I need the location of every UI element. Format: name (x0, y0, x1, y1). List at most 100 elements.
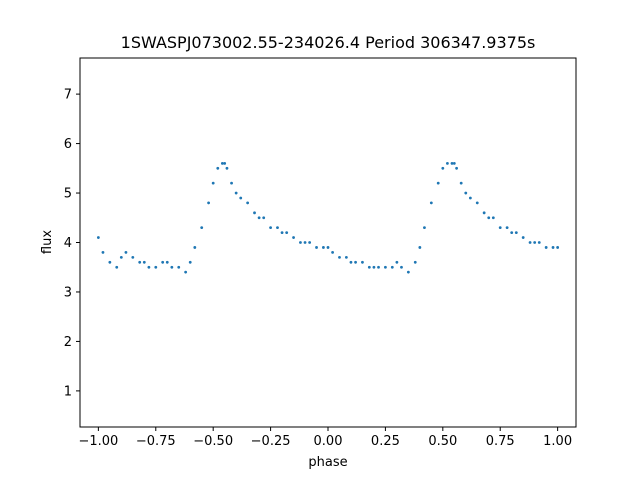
data-point (188, 260, 192, 264)
y-tick-label: 1 (64, 384, 72, 399)
data-point (246, 201, 250, 205)
data-point (96, 236, 100, 239)
data-point (299, 241, 302, 244)
data-point (468, 196, 472, 200)
data-point (216, 166, 220, 170)
data-point (423, 226, 426, 230)
data-point (101, 250, 105, 254)
data-point (464, 191, 468, 195)
data-point (418, 246, 422, 249)
data-point (280, 231, 284, 235)
x-tick-label: 0.50 (428, 434, 457, 449)
data-point (138, 260, 142, 264)
data-point (533, 241, 537, 244)
data-point (211, 181, 215, 185)
data-point (384, 265, 387, 269)
data-point (413, 260, 417, 264)
data-point (537, 241, 541, 244)
data-point (220, 161, 224, 165)
data-point (459, 181, 463, 185)
data-point (429, 201, 433, 205)
data-point (390, 265, 394, 269)
data-point (521, 236, 525, 239)
y-axis: 1 2 3 4 5 6 7 (64, 88, 80, 399)
y-tick-label: 2 (64, 335, 72, 350)
y-tick-label: 6 (64, 137, 72, 152)
data-point (436, 181, 440, 185)
y-tick-label: 5 (64, 187, 72, 202)
data-point (262, 216, 266, 220)
x-axis-label: phase (308, 455, 347, 470)
data-point (154, 265, 158, 269)
data-point (223, 161, 227, 165)
data-point (498, 226, 502, 230)
x-tick-label: −0.25 (251, 434, 291, 449)
data-point (528, 241, 532, 244)
data-point (276, 226, 279, 230)
data-point (234, 191, 238, 195)
data-point (124, 250, 128, 254)
data-point (257, 216, 261, 220)
data-point (108, 260, 112, 264)
data-point (505, 226, 509, 230)
data-point (115, 265, 119, 269)
data-point (200, 226, 204, 230)
data-point (338, 255, 341, 259)
data-point (230, 181, 233, 185)
data-point (269, 226, 272, 230)
data-point (142, 260, 146, 264)
data-point (455, 166, 458, 170)
data-point (475, 201, 479, 205)
data-point (544, 246, 548, 249)
x-axis: −1.00 −0.75 −0.50 −0.25 0.00 0.25 0.50 0.75 1.00 (78, 427, 572, 449)
data-point (292, 236, 295, 239)
data-point (487, 216, 491, 220)
data-point (491, 216, 495, 220)
data-point (119, 255, 123, 259)
data-point (556, 246, 560, 249)
x-tick-label: −0.50 (193, 434, 233, 449)
data-point (482, 211, 486, 215)
chart-title: 1SWASPJ073002.55-234026.4 Period 306347.… (121, 33, 536, 52)
data-point (450, 161, 454, 165)
data-point (315, 246, 318, 249)
data-point (377, 265, 380, 269)
data-point (322, 246, 325, 249)
data-point (184, 270, 188, 274)
x-tick-label: −1.00 (78, 434, 118, 449)
data-point (331, 250, 334, 254)
x-tick-label: 0.25 (371, 434, 400, 449)
data-point (395, 260, 399, 264)
data-point (193, 246, 197, 249)
data-point (400, 265, 403, 269)
x-tick-label: 0.75 (486, 434, 515, 449)
data-point (147, 265, 151, 269)
x-tick-label: −0.75 (136, 434, 176, 449)
data-point (510, 231, 514, 235)
data-point (239, 196, 243, 200)
x-tick-label: 0.00 (314, 434, 343, 449)
data-point (349, 260, 353, 264)
data-point (225, 166, 229, 170)
data-point (361, 260, 364, 264)
data-point (131, 255, 135, 259)
data-point (446, 161, 449, 165)
data-point (285, 231, 289, 235)
data-point (514, 231, 518, 235)
data-point (406, 270, 410, 274)
data-point (165, 260, 169, 264)
data-points (96, 161, 560, 274)
data-point (367, 265, 371, 269)
y-axis-label: flux (40, 230, 55, 254)
data-point (207, 201, 210, 205)
data-point (354, 260, 357, 264)
data-point (441, 166, 445, 170)
data-point (161, 260, 165, 264)
y-tick-label: 3 (64, 285, 72, 300)
data-point (452, 161, 456, 165)
data-point (551, 246, 555, 249)
data-point (253, 211, 256, 215)
data-point (170, 265, 174, 269)
y-tick-label: 7 (64, 88, 72, 103)
